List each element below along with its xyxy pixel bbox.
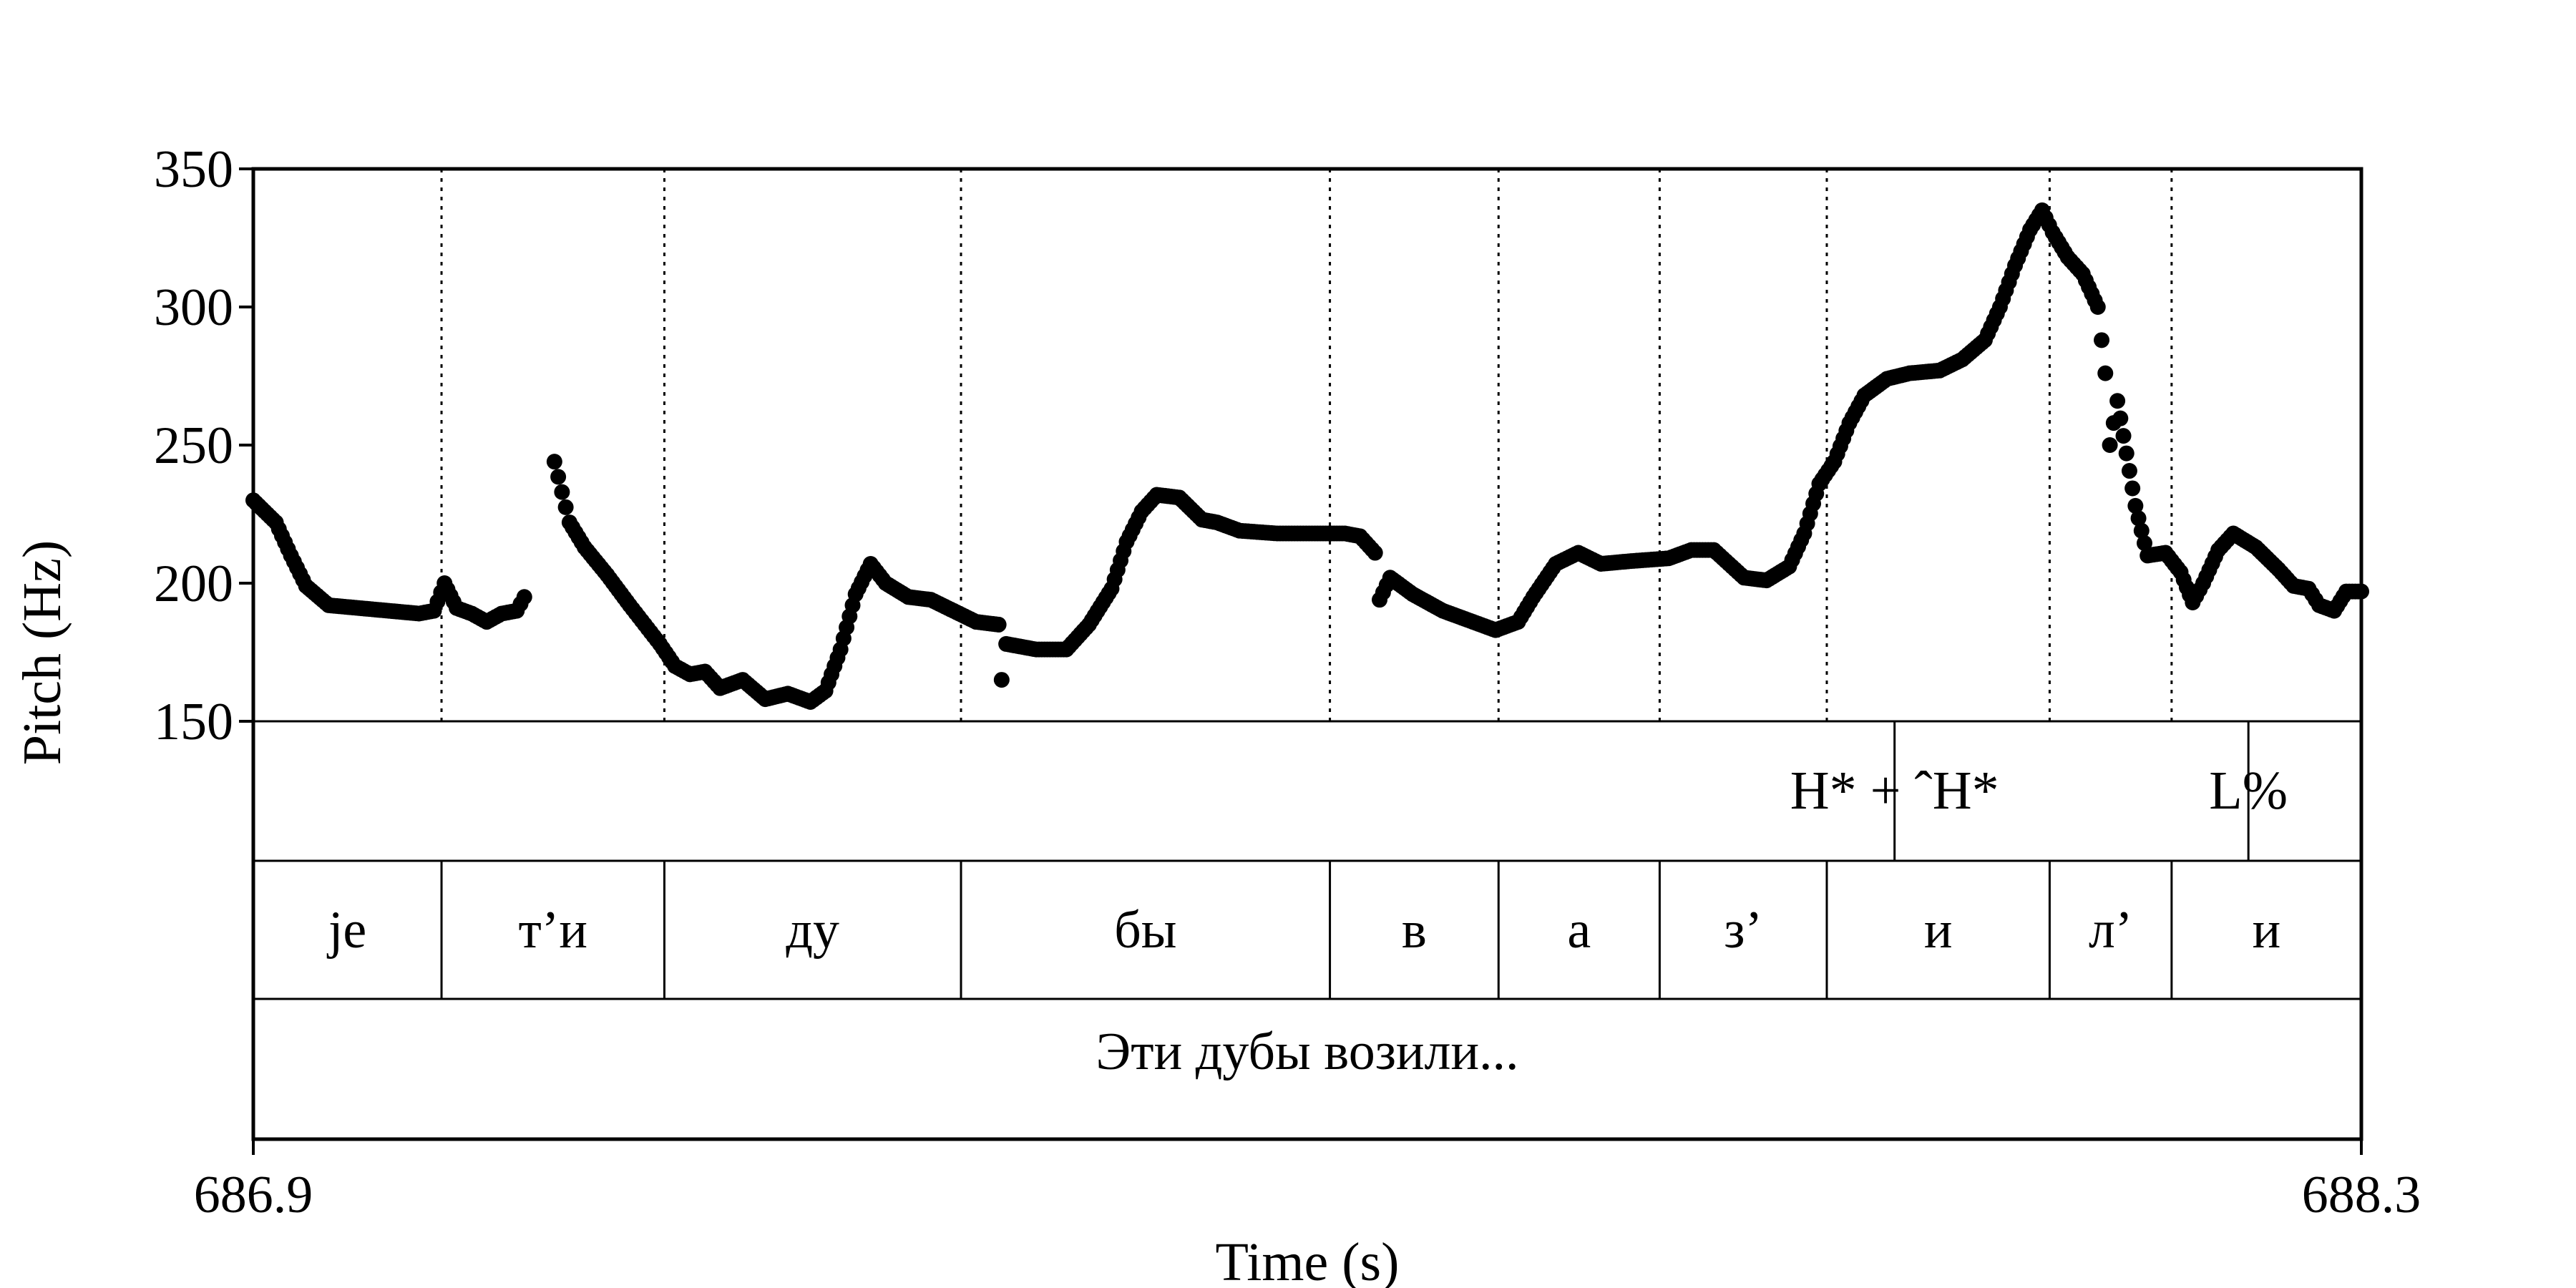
tone-label: L% (2209, 761, 2288, 821)
x-tick-label-end: 688.3 (2302, 1166, 2421, 1224)
y-tick-label: 350 (154, 140, 233, 199)
pitch-point (2118, 445, 2135, 462)
utterance-label: Эти дубы возили... (1096, 1023, 1518, 1081)
pitch-point (550, 469, 567, 485)
segment-label: з’ (1724, 901, 1762, 960)
pitch-point (993, 672, 1010, 688)
segment-label: ду (786, 901, 839, 960)
y-tick-label: 250 (154, 416, 233, 475)
pitch-point (2115, 428, 2132, 444)
pitch-point (516, 589, 532, 605)
segment-label: и (2253, 901, 2281, 960)
pitch-point (2089, 299, 2106, 315)
plot-frame (251, 167, 2363, 1141)
pitch-point (546, 454, 562, 470)
pitch-contour (245, 202, 2369, 710)
y-tick-label: 200 (154, 555, 233, 613)
segment-label: бы (1114, 901, 1176, 960)
pitch-point (2097, 365, 2114, 381)
segment-label: в (1402, 901, 1427, 960)
x-tick-label-start: 686.9 (194, 1166, 313, 1224)
pitch-point (557, 499, 574, 515)
segment-label: т’и (518, 901, 587, 960)
pitch-point (2102, 437, 2118, 453)
pitch-point (2121, 463, 2137, 479)
pitch-point (2136, 535, 2152, 552)
x-axis-title: Time (s) (1216, 1232, 1400, 1288)
pitch-point (1367, 545, 1383, 561)
segment-label: а (1567, 901, 1591, 960)
y-axis-title: Pitch (Hz) (12, 540, 72, 765)
pitch-point (2133, 522, 2150, 539)
pitch-point (2124, 480, 2141, 497)
pitch-point (990, 616, 1007, 633)
pitch-point (2112, 410, 2129, 426)
tone-tier: H* + ˆH* L% (1790, 721, 2288, 861)
segment-label: и (1924, 901, 1953, 960)
segment-boundary-lines (440, 169, 2173, 721)
tone-label: H* + ˆH* (1790, 761, 1999, 821)
y-tick-label: 300 (154, 278, 233, 337)
y-axis: 150 200 250 300 350 (154, 140, 253, 751)
segment-label: je (326, 901, 366, 960)
segment-label: л’ (2089, 901, 2133, 960)
pitch-point (2109, 393, 2126, 409)
pitch-point (2130, 510, 2147, 527)
y-tick-label: 150 (154, 693, 233, 751)
pitch-point (2094, 332, 2110, 348)
segment-tier: je т’и ду бы в а з’ и л’ и (326, 861, 2280, 999)
pitch-point (554, 484, 570, 500)
pitch-point (2127, 497, 2144, 514)
